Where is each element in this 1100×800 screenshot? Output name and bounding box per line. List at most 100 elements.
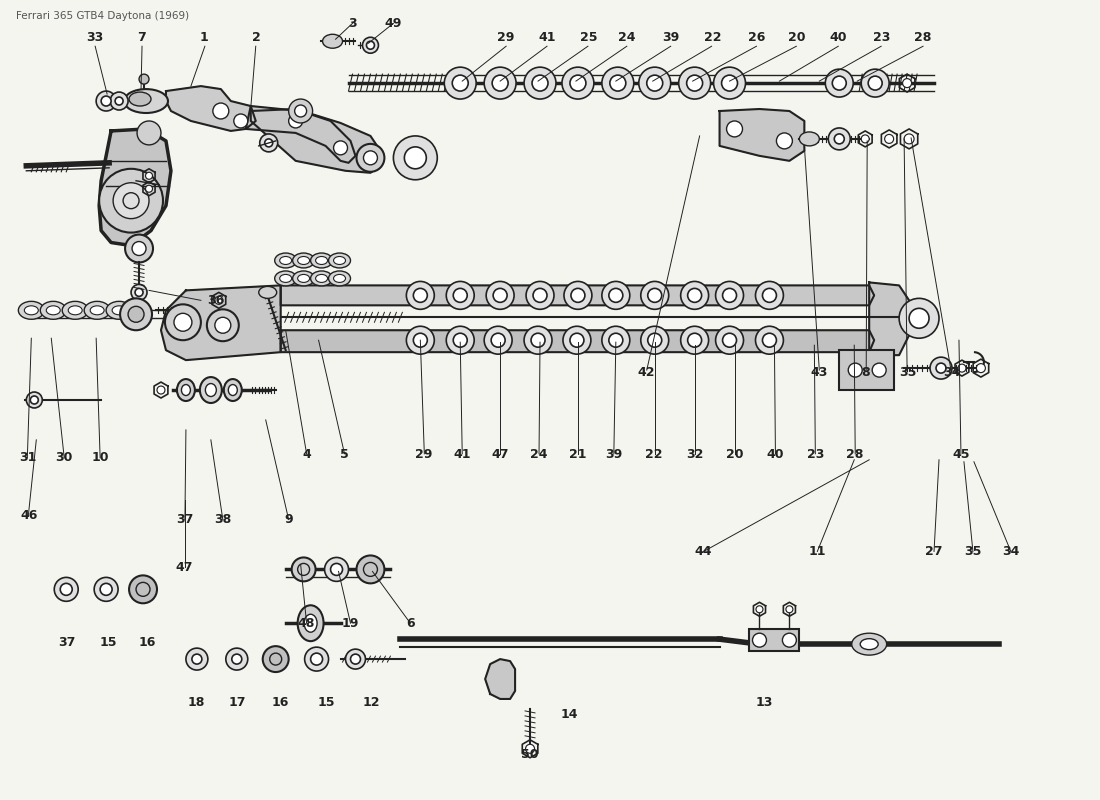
Circle shape <box>688 288 702 302</box>
Polygon shape <box>485 659 515 699</box>
Text: 14: 14 <box>561 709 579 722</box>
Circle shape <box>609 75 626 91</box>
Ellipse shape <box>68 306 82 314</box>
Circle shape <box>356 555 384 583</box>
Circle shape <box>491 334 505 347</box>
Ellipse shape <box>279 257 292 265</box>
Ellipse shape <box>19 302 44 319</box>
Ellipse shape <box>316 257 328 265</box>
Circle shape <box>534 288 547 302</box>
Circle shape <box>174 314 191 331</box>
Text: 47: 47 <box>492 448 509 461</box>
Circle shape <box>641 282 669 310</box>
Text: 44: 44 <box>695 545 713 558</box>
Circle shape <box>977 364 986 373</box>
Text: 30: 30 <box>55 451 73 464</box>
Polygon shape <box>869 282 909 355</box>
Polygon shape <box>280 286 874 306</box>
Circle shape <box>868 76 882 90</box>
Circle shape <box>647 75 662 91</box>
Circle shape <box>714 67 746 99</box>
Ellipse shape <box>200 377 222 403</box>
Text: 12: 12 <box>362 697 380 710</box>
Circle shape <box>310 653 322 665</box>
Ellipse shape <box>85 302 110 319</box>
Ellipse shape <box>860 638 878 650</box>
Ellipse shape <box>298 257 309 265</box>
Circle shape <box>131 285 147 300</box>
Circle shape <box>135 288 143 296</box>
Circle shape <box>305 647 329 671</box>
Circle shape <box>571 288 585 302</box>
Circle shape <box>756 606 763 613</box>
Ellipse shape <box>129 92 151 106</box>
Text: 17: 17 <box>229 697 246 710</box>
Circle shape <box>447 282 474 310</box>
Circle shape <box>414 288 427 302</box>
Circle shape <box>116 97 123 105</box>
Circle shape <box>288 114 302 128</box>
Text: 28: 28 <box>914 30 932 44</box>
Text: 13: 13 <box>756 697 772 710</box>
Circle shape <box>834 134 845 144</box>
Circle shape <box>833 76 846 90</box>
Circle shape <box>562 67 594 99</box>
Text: 43: 43 <box>810 366 827 378</box>
Circle shape <box>191 654 202 664</box>
Text: 39: 39 <box>605 448 623 461</box>
Circle shape <box>723 288 737 302</box>
Circle shape <box>716 326 744 354</box>
Circle shape <box>602 282 630 310</box>
Text: 27: 27 <box>925 545 943 558</box>
Text: 23: 23 <box>806 448 824 461</box>
Text: 22: 22 <box>704 30 722 44</box>
Circle shape <box>120 298 152 330</box>
Circle shape <box>609 288 623 302</box>
Text: 1: 1 <box>200 30 209 44</box>
Text: 21: 21 <box>569 448 586 461</box>
Circle shape <box>872 363 887 377</box>
Circle shape <box>688 334 702 347</box>
Text: 19: 19 <box>342 617 359 630</box>
Text: 40: 40 <box>829 30 847 44</box>
Ellipse shape <box>279 274 292 282</box>
Text: 10: 10 <box>91 451 109 464</box>
Bar <box>749 630 800 651</box>
Circle shape <box>825 69 854 97</box>
Circle shape <box>145 172 153 179</box>
Text: 42: 42 <box>638 366 656 378</box>
Circle shape <box>363 151 377 165</box>
Circle shape <box>406 326 434 354</box>
Ellipse shape <box>206 383 217 397</box>
Circle shape <box>54 578 78 602</box>
Ellipse shape <box>298 274 309 282</box>
Circle shape <box>125 234 153 262</box>
Circle shape <box>453 288 468 302</box>
Ellipse shape <box>24 306 38 314</box>
Polygon shape <box>251 109 381 173</box>
Circle shape <box>406 282 434 310</box>
Ellipse shape <box>275 271 297 286</box>
Circle shape <box>722 75 737 91</box>
Circle shape <box>861 135 869 143</box>
Text: 22: 22 <box>646 448 663 461</box>
Text: 34: 34 <box>1002 545 1020 558</box>
Text: 6: 6 <box>406 617 415 630</box>
Circle shape <box>648 334 662 347</box>
Circle shape <box>958 364 966 372</box>
Circle shape <box>777 133 792 149</box>
Text: 29: 29 <box>497 30 515 44</box>
Text: 11: 11 <box>808 545 826 558</box>
Polygon shape <box>99 129 170 246</box>
Text: 29: 29 <box>415 448 432 461</box>
Text: 7: 7 <box>138 30 146 44</box>
Circle shape <box>363 38 378 54</box>
Circle shape <box>716 282 744 310</box>
Circle shape <box>26 392 42 408</box>
Text: 37: 37 <box>58 636 76 649</box>
Circle shape <box>288 99 312 123</box>
Circle shape <box>414 334 427 347</box>
Circle shape <box>333 141 348 155</box>
Circle shape <box>484 326 513 354</box>
Circle shape <box>785 606 793 613</box>
